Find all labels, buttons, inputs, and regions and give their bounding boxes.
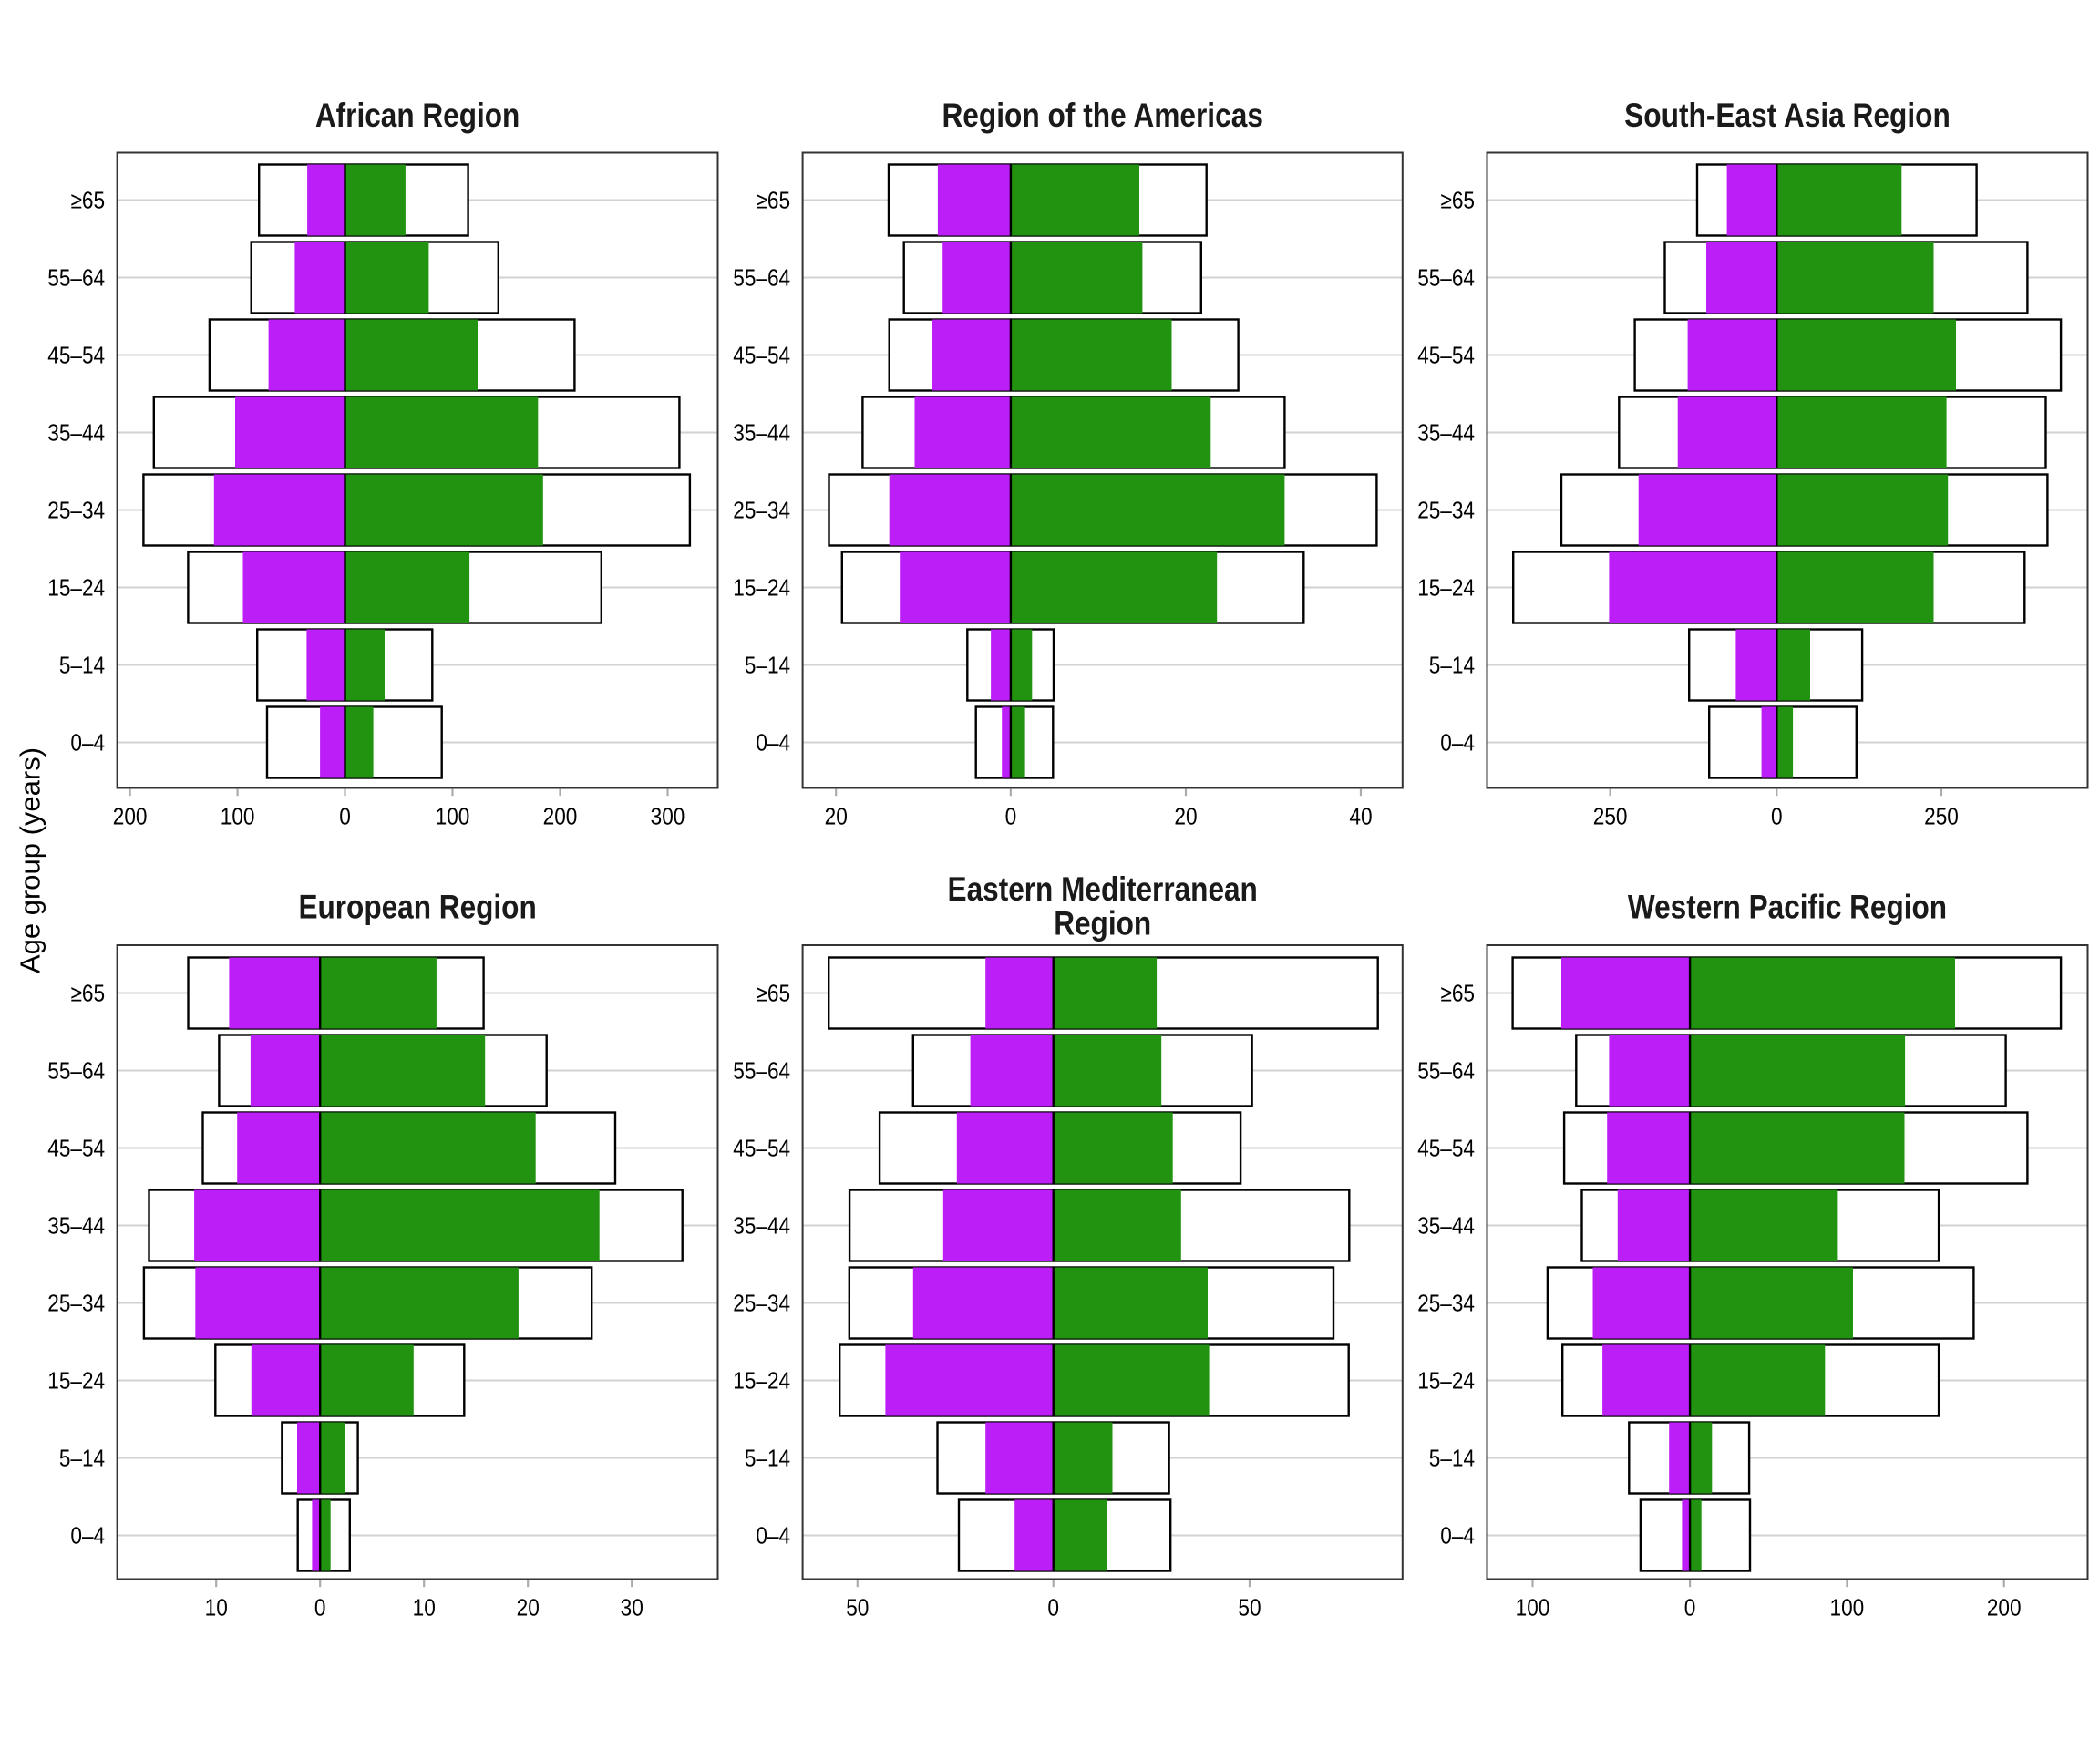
svg-text:5–14: 5–14 <box>745 1446 790 1472</box>
svg-text:Region: Region <box>1054 905 1151 942</box>
svg-text:35–44: 35–44 <box>733 1214 790 1240</box>
svg-text:15–24: 15–24 <box>733 1369 790 1395</box>
svg-text:5–14: 5–14 <box>1429 1446 1475 1472</box>
svg-text:100: 100 <box>1516 1596 1550 1621</box>
svg-text:Region of the Americas: Region of the Americas <box>942 97 1263 134</box>
svg-text:0: 0 <box>314 1596 326 1621</box>
svg-text:25–34: 25–34 <box>47 499 105 524</box>
svg-text:100: 100 <box>1830 1596 1865 1621</box>
svg-text:40: 40 <box>1349 805 1372 830</box>
svg-text:25–34: 25–34 <box>733 499 790 524</box>
svg-text:5–14: 5–14 <box>59 654 105 679</box>
svg-text:200: 200 <box>1987 1596 2022 1621</box>
svg-text:45–54: 45–54 <box>47 1137 105 1162</box>
svg-text:0–4: 0–4 <box>70 731 105 757</box>
svg-text:Age group (years): Age group (years) <box>15 747 46 973</box>
svg-text:250: 250 <box>1924 805 1959 830</box>
svg-text:0: 0 <box>1047 1596 1059 1621</box>
svg-text:≥65: ≥65 <box>757 189 791 214</box>
svg-text:15–24: 15–24 <box>47 1369 105 1395</box>
svg-text:50: 50 <box>846 1596 869 1621</box>
svg-text:10: 10 <box>205 1596 228 1621</box>
svg-text:≥65: ≥65 <box>1440 982 1475 1007</box>
svg-text:20: 20 <box>825 805 848 830</box>
svg-text:0: 0 <box>1005 805 1017 830</box>
svg-text:≥65: ≥65 <box>71 189 106 214</box>
svg-text:20: 20 <box>1174 805 1197 830</box>
svg-text:0: 0 <box>1771 805 1783 830</box>
svg-text:0: 0 <box>339 805 351 830</box>
svg-text:250: 250 <box>1593 805 1628 830</box>
svg-text:25–34: 25–34 <box>733 1292 790 1317</box>
svg-text:45–54: 45–54 <box>1417 1137 1475 1162</box>
svg-text:5–14: 5–14 <box>1429 654 1475 679</box>
svg-text:25–34: 25–34 <box>1417 1292 1475 1317</box>
svg-text:10: 10 <box>413 1596 436 1621</box>
svg-text:0–4: 0–4 <box>1440 731 1475 757</box>
svg-text:Eastern Mediterranean: Eastern Mediterranean <box>948 870 1258 908</box>
svg-text:≥65: ≥65 <box>757 982 791 1007</box>
svg-text:0–4: 0–4 <box>756 731 790 757</box>
svg-text:5–14: 5–14 <box>59 1446 105 1472</box>
svg-text:0: 0 <box>1684 1596 1696 1621</box>
svg-text:55–64: 55–64 <box>733 1059 790 1085</box>
svg-text:25–34: 25–34 <box>1417 499 1475 524</box>
svg-text:200: 200 <box>113 805 148 830</box>
svg-text:15–24: 15–24 <box>1417 576 1475 602</box>
svg-text:100: 100 <box>221 805 255 830</box>
svg-text:55–64: 55–64 <box>1417 1059 1475 1085</box>
svg-text:Western Pacific Region: Western Pacific Region <box>1628 889 1947 926</box>
svg-text:5–14: 5–14 <box>745 654 790 679</box>
svg-text:35–44: 35–44 <box>1417 421 1475 447</box>
svg-text:45–54: 45–54 <box>733 1137 790 1162</box>
svg-text:100: 100 <box>436 805 470 830</box>
svg-text:55–64: 55–64 <box>1417 266 1475 292</box>
svg-text:300: 300 <box>651 805 685 830</box>
svg-text:200: 200 <box>543 805 578 830</box>
svg-text:20: 20 <box>517 1596 540 1621</box>
svg-text:15–24: 15–24 <box>1417 1369 1475 1395</box>
svg-text:15–24: 15–24 <box>47 576 105 602</box>
svg-text:55–64: 55–64 <box>733 266 790 292</box>
svg-text:45–54: 45–54 <box>1417 344 1475 369</box>
svg-text:African Region: African Region <box>315 97 520 134</box>
svg-text:25–34: 25–34 <box>47 1292 105 1317</box>
svg-text:30: 30 <box>621 1596 643 1621</box>
svg-text:45–54: 45–54 <box>733 344 790 369</box>
svg-text:35–44: 35–44 <box>733 421 790 447</box>
svg-text:15–24: 15–24 <box>733 576 790 602</box>
svg-text:45–54: 45–54 <box>47 344 105 369</box>
svg-text:0–4: 0–4 <box>70 1524 105 1549</box>
svg-text:50: 50 <box>1238 1596 1261 1621</box>
svg-text:≥65: ≥65 <box>71 982 106 1007</box>
svg-text:55–64: 55–64 <box>47 1059 105 1085</box>
svg-text:0–4: 0–4 <box>1440 1524 1475 1549</box>
svg-text:35–44: 35–44 <box>47 1214 105 1240</box>
svg-text:0–4: 0–4 <box>756 1524 790 1549</box>
svg-text:≥65: ≥65 <box>1440 189 1475 214</box>
svg-text:35–44: 35–44 <box>47 421 105 447</box>
svg-text:55–64: 55–64 <box>47 266 105 292</box>
svg-text:European Region: European Region <box>298 889 536 926</box>
svg-text:South-East Asia Region: South-East Asia Region <box>1624 97 1951 134</box>
svg-text:35–44: 35–44 <box>1417 1214 1475 1240</box>
